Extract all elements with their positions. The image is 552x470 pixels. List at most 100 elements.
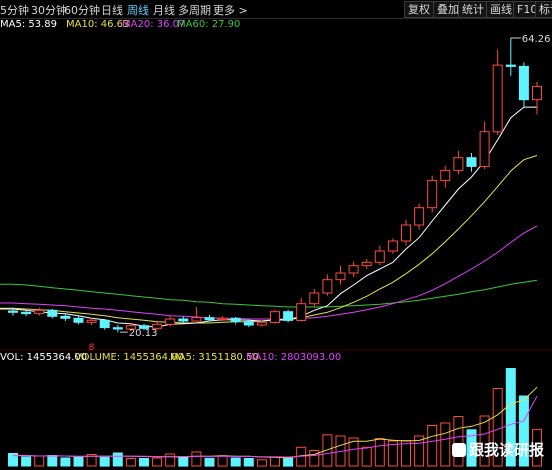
tab-multi-period[interactable]: 多周期	[178, 4, 211, 17]
volume-bar-down	[47, 455, 58, 467]
candle-up	[479, 131, 490, 167]
candle-up	[335, 272, 346, 281]
candle-down	[243, 321, 254, 326]
volume-bar-up	[309, 450, 320, 467]
candle-down	[8, 310, 18, 313]
candle-down	[178, 318, 189, 322]
volume-bar-up	[453, 416, 464, 467]
volume-bar-up	[217, 455, 228, 467]
candle-up	[125, 325, 136, 330]
candle-up	[34, 309, 45, 315]
volume-bar-down	[112, 452, 123, 467]
candle-up	[217, 317, 228, 321]
volume-label: VOLUME: 1455364.00	[75, 352, 184, 363]
volume-bar-up	[270, 456, 280, 467]
candle-down	[73, 317, 84, 323]
ma10-label: MA10: 46.63	[66, 19, 130, 30]
overlay-button[interactable]: 叠加	[433, 1, 463, 18]
annotations: 64.26 20.13 8	[89, 34, 551, 353]
volume-bar-up	[361, 446, 372, 467]
candle-down	[505, 64, 516, 67]
tab-daily[interactable]: 日线	[101, 4, 123, 17]
tab-5min[interactable]: 5分钟	[0, 4, 29, 17]
candle-down	[283, 311, 294, 321]
candle-down	[112, 327, 123, 330]
f10-button[interactable]: F10	[513, 1, 542, 18]
volume-bar-down	[283, 457, 294, 467]
candle-up	[152, 323, 163, 329]
tab-30min[interactable]: 30分钟	[31, 4, 67, 17]
volume-bar-up	[427, 425, 438, 467]
volume-bar-down	[505, 368, 516, 467]
more-menu-button[interactable]: 更多 >	[213, 4, 248, 17]
watermark-text: 跟我读研报	[468, 441, 544, 459]
volume-bar-up	[125, 458, 136, 467]
candle-up	[492, 64, 503, 133]
volume-legend: VOL: 1455364.00 VOLUME: 1455364.00 MA5: …	[0, 352, 552, 365]
ma20-label: MA20: 36.07	[122, 19, 186, 30]
candle-up	[401, 224, 411, 242]
candle-up	[453, 157, 464, 171]
tab-weekly[interactable]: 周线	[127, 4, 149, 17]
volume-bar-up	[34, 455, 45, 467]
candle-up	[348, 265, 359, 274]
candle-down	[47, 309, 58, 317]
tab-60min[interactable]: 60分钟	[64, 4, 100, 17]
ma20-line	[0, 225, 538, 320]
candle-up	[440, 169, 451, 181]
mark-button[interactable]: 标记	[535, 1, 552, 18]
candle-up	[309, 292, 320, 305]
vol-ma10-label: MA10: 2803093.00	[246, 352, 342, 363]
candle-down	[466, 157, 477, 167]
watermark: 跟我读研报	[451, 439, 544, 460]
volume-bar-down	[230, 457, 241, 467]
candle-up	[165, 318, 176, 325]
candle-down	[60, 315, 71, 319]
ma60-line	[0, 279, 538, 308]
candle-up	[532, 85, 542, 101]
volume-bar-up	[86, 454, 97, 467]
candle-up	[86, 319, 97, 323]
candle-down	[99, 319, 110, 329]
draw-line-button[interactable]: 画线	[486, 1, 516, 18]
volume-bar-up	[387, 440, 398, 467]
volume-bar-down	[466, 429, 477, 467]
ma10-line	[0, 155, 538, 324]
low-price-label: 20.13	[129, 328, 158, 339]
volume-pane	[8, 368, 542, 467]
ma-legend: MA5: 53.89 MA10: 46.63 MA20: 36.07 MA60:…	[0, 18, 552, 32]
candle-up	[256, 321, 267, 326]
candle-up	[374, 250, 385, 263]
candle-up	[427, 179, 438, 209]
candle-up	[191, 317, 202, 322]
event-marker: 8	[89, 343, 95, 353]
high-price-label: 64.26	[522, 34, 551, 45]
volume-bar-up	[440, 422, 451, 467]
candle-down	[204, 317, 215, 321]
tab-monthly[interactable]: 月线	[153, 4, 175, 17]
volume-bar-down	[8, 453, 18, 467]
period-toolbar: 5分钟 30分钟 60分钟 日线 周线 月线 多周期 更多 > 复权 叠加 统计…	[0, 0, 552, 19]
volume-bar-up	[322, 434, 333, 467]
volume-bar-up	[348, 437, 359, 467]
candle-down	[230, 317, 241, 323]
candle-down	[21, 311, 32, 315]
vol-ma10-line	[13, 395, 538, 458]
vol-label: VOL: 1455364.00	[0, 352, 88, 363]
price-pane	[0, 38, 542, 333]
volume-bar-up	[165, 453, 176, 467]
candle-up	[322, 279, 333, 294]
volume-bar-down	[21, 456, 32, 467]
volume-bar-down	[73, 456, 84, 467]
volume-bar-down	[204, 457, 215, 467]
statistics-button[interactable]: 统计	[458, 1, 488, 18]
volume-bar-up	[532, 429, 542, 467]
volume-bar-down	[139, 458, 149, 467]
vol-ma5-label: MA5: 3151180.50	[170, 352, 259, 363]
candle-up	[414, 207, 425, 226]
watermark-logo-icon	[451, 443, 466, 457]
candle-down	[139, 325, 149, 329]
volume-bar-up	[414, 435, 425, 467]
ma5-line	[0, 106, 537, 328]
